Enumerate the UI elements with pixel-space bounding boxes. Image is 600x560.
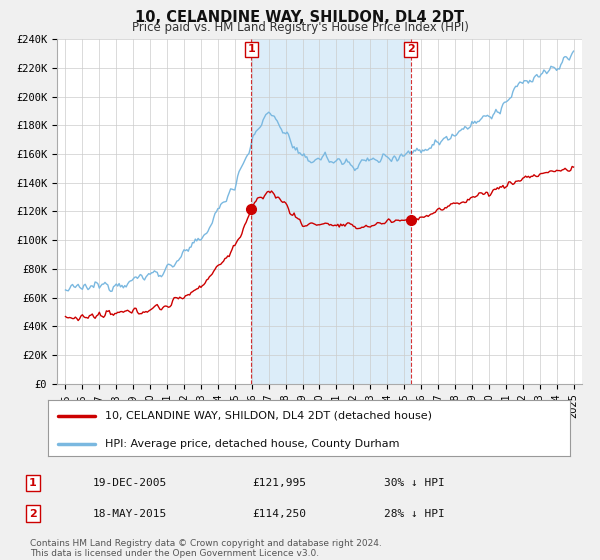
- Bar: [251, 39, 410, 384]
- Text: 10, CELANDINE WAY, SHILDON, DL4 2DT: 10, CELANDINE WAY, SHILDON, DL4 2DT: [136, 10, 464, 25]
- Text: 18-MAY-2015: 18-MAY-2015: [93, 508, 167, 519]
- Text: 19-DEC-2005: 19-DEC-2005: [93, 478, 167, 488]
- Text: 28% ↓ HPI: 28% ↓ HPI: [384, 508, 445, 519]
- Text: HPI: Average price, detached house, County Durham: HPI: Average price, detached house, Coun…: [106, 439, 400, 449]
- Text: 2: 2: [407, 44, 415, 54]
- Text: £121,995: £121,995: [252, 478, 306, 488]
- Text: 10, CELANDINE WAY, SHILDON, DL4 2DT (detached house): 10, CELANDINE WAY, SHILDON, DL4 2DT (det…: [106, 410, 433, 421]
- Text: £114,250: £114,250: [252, 508, 306, 519]
- Text: 2: 2: [29, 508, 37, 519]
- Text: Contains HM Land Registry data © Crown copyright and database right 2024.
This d: Contains HM Land Registry data © Crown c…: [30, 539, 382, 558]
- Text: Price paid vs. HM Land Registry's House Price Index (HPI): Price paid vs. HM Land Registry's House …: [131, 21, 469, 34]
- Text: 1: 1: [247, 44, 255, 54]
- Text: 30% ↓ HPI: 30% ↓ HPI: [384, 478, 445, 488]
- Text: 1: 1: [29, 478, 37, 488]
